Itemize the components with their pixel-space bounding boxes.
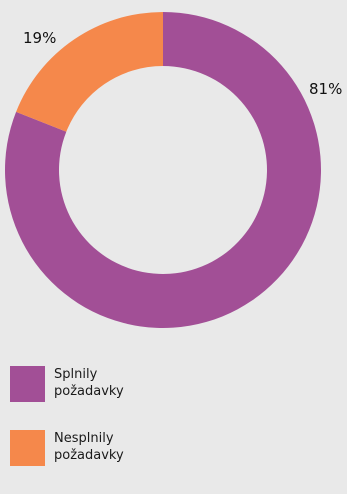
legend-swatch-orange [10,430,45,466]
legend: Splnily požadavky Nesplnily požadavky [10,366,330,494]
legend-label-splnily: Splnily požadavky [54,366,174,400]
legend-item-splnily: Splnily požadavky [10,366,330,402]
legend-swatch-purple [10,366,45,402]
donut-chart: 81% 19% [4,11,342,328]
slice-nesplnily [16,11,163,132]
legend-label-line-1: Splnily [54,367,98,382]
slice-splnily [4,12,321,328]
slice-label-nesplnily: 19% [23,29,56,47]
slice-label-splnily: 81% [309,80,342,98]
legend-item-nesplnily: Nesplnily požadavky [10,430,330,466]
legend-label-line-1: Nesplnily [54,431,114,446]
legend-label-line-2: požadavky [54,448,124,463]
donut-slices [4,11,321,328]
legend-label-nesplnily: Nesplnily požadavky [54,430,174,464]
legend-label-line-2: požadavky [54,384,124,399]
